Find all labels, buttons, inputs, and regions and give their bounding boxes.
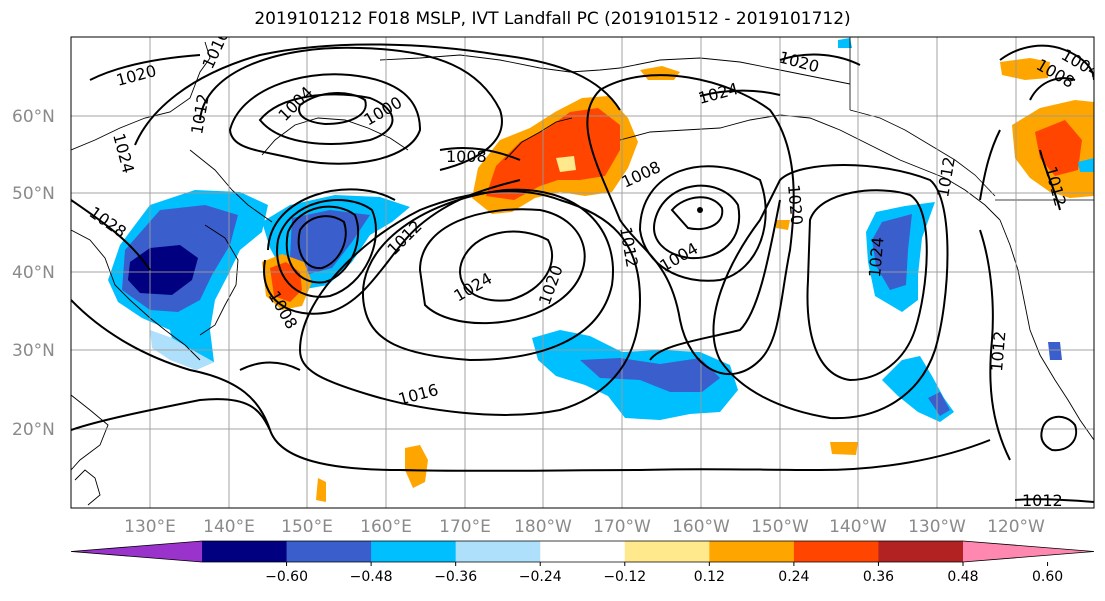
- colorbar-extension-low: [71, 541, 202, 562]
- ivt-positive-region-canada-core: [1035, 120, 1082, 176]
- map-frame: [70, 36, 1095, 509]
- latitude-labels: 60°N 50°N 40°N 30°N 20°N: [12, 107, 55, 440]
- colorbar-tick-label: −0.12: [603, 569, 646, 585]
- map-panel: 1020 1016 1012 1004 1000 1024 1008 1028 …: [71, 37, 1094, 510]
- lon-label: 130°E: [124, 517, 176, 537]
- ivt-negative-region-central-pacific-core: [580, 358, 720, 392]
- lon-label: 160°W: [672, 517, 730, 537]
- lat-label: 50°N: [12, 184, 55, 204]
- lon-label: 160°E: [360, 517, 412, 537]
- colorbar-segment: [371, 541, 457, 562]
- colorbar-tick-label: −0.48: [350, 569, 393, 585]
- figure-title: 2019101212 F018 MSLP, IVT Landfall PC (2…: [254, 9, 851, 29]
- colorbar-segment: [709, 541, 795, 562]
- lon-label: 180°W: [514, 517, 572, 537]
- colorbar-extension-high: [963, 541, 1094, 562]
- longitude-labels: 130°E 140°E 150°E 160°E 170°E 180°W 170°…: [124, 517, 1045, 537]
- isobar-label: 1024: [865, 236, 887, 278]
- colorbar-segment: [455, 541, 541, 562]
- colorbar-tick-label: 0.48: [947, 569, 978, 585]
- ivt-positive-blob-tropical-3: [830, 442, 858, 455]
- borders: [849, 37, 1094, 201]
- isobar-label: 1020: [784, 184, 806, 226]
- lon-label: 130°W: [908, 517, 966, 537]
- colorbar-segment: [540, 541, 626, 562]
- colorbar-outline: [70, 540, 1095, 563]
- ivt-positive-region-bering-hole: [556, 156, 576, 172]
- colorbar-tick-label: −0.24: [519, 569, 562, 585]
- colorbar-tick-label: −0.60: [265, 569, 308, 585]
- colorbar-segment: [793, 541, 879, 562]
- lat-label: 30°N: [12, 341, 55, 361]
- lon-label: 170°E: [439, 517, 491, 537]
- mslp-isobars: [71, 43, 1094, 503]
- ivt-positive-blob-tropical-1: [405, 445, 428, 488]
- colorbar-segment: [202, 541, 288, 562]
- ivt-positive-region-alaska-north: [1000, 58, 1050, 80]
- ivt-negative-blob-far-east: [1048, 342, 1062, 360]
- colorbar-tick-label: 0.12: [694, 569, 725, 585]
- colorbar-segment: [878, 541, 964, 562]
- ivt-negative-region-japan-core: [128, 245, 198, 295]
- isobar-label: 1012: [1022, 491, 1063, 510]
- isobar-label: 1012: [987, 330, 1009, 372]
- ivt-negative-region-kuril-core: [290, 210, 370, 275]
- colorbar: −0.60 −0.48 −0.36 −0.24 −0.12 0.12 0.24 0.36 0.4…: [70, 540, 1095, 585]
- lon-label: 150°E: [281, 517, 333, 537]
- low-center-marker: [697, 207, 703, 213]
- lat-label: 20°N: [12, 420, 55, 440]
- ivt-negative-region-subtropical-east-core: [928, 392, 950, 416]
- colorbar-tick-label: 0.24: [778, 569, 809, 585]
- ivt-positive-region-siberia: [640, 66, 680, 80]
- lon-label: 150°W: [751, 517, 809, 537]
- lon-label: 140°E: [203, 517, 255, 537]
- colorbar-segment: [624, 541, 710, 562]
- ivt-negative-region-ne-pacific-core: [872, 214, 912, 290]
- ivt-negative-blob-bc: [1078, 158, 1094, 172]
- isobar-label: 1008: [446, 147, 487, 166]
- coastlines: [71, 41, 1094, 506]
- colorbar-tick-label: −0.36: [434, 569, 477, 585]
- ivt-negative-blob-kamchatka: [838, 38, 852, 48]
- ivt-positive-blob-tropical-2: [316, 478, 326, 502]
- lon-label: 140°W: [829, 517, 887, 537]
- lon-label: 170°W: [593, 517, 651, 537]
- colorbar-tick-label: 0.60: [1032, 569, 1063, 585]
- colorbar-segment: [286, 541, 372, 562]
- lat-label: 40°N: [12, 263, 55, 283]
- colorbar-tick-label: 0.36: [863, 569, 894, 585]
- lon-label: 120°W: [987, 517, 1045, 537]
- ivt-positive-region-bering-core: [486, 108, 620, 200]
- lat-label: 60°N: [12, 107, 55, 127]
